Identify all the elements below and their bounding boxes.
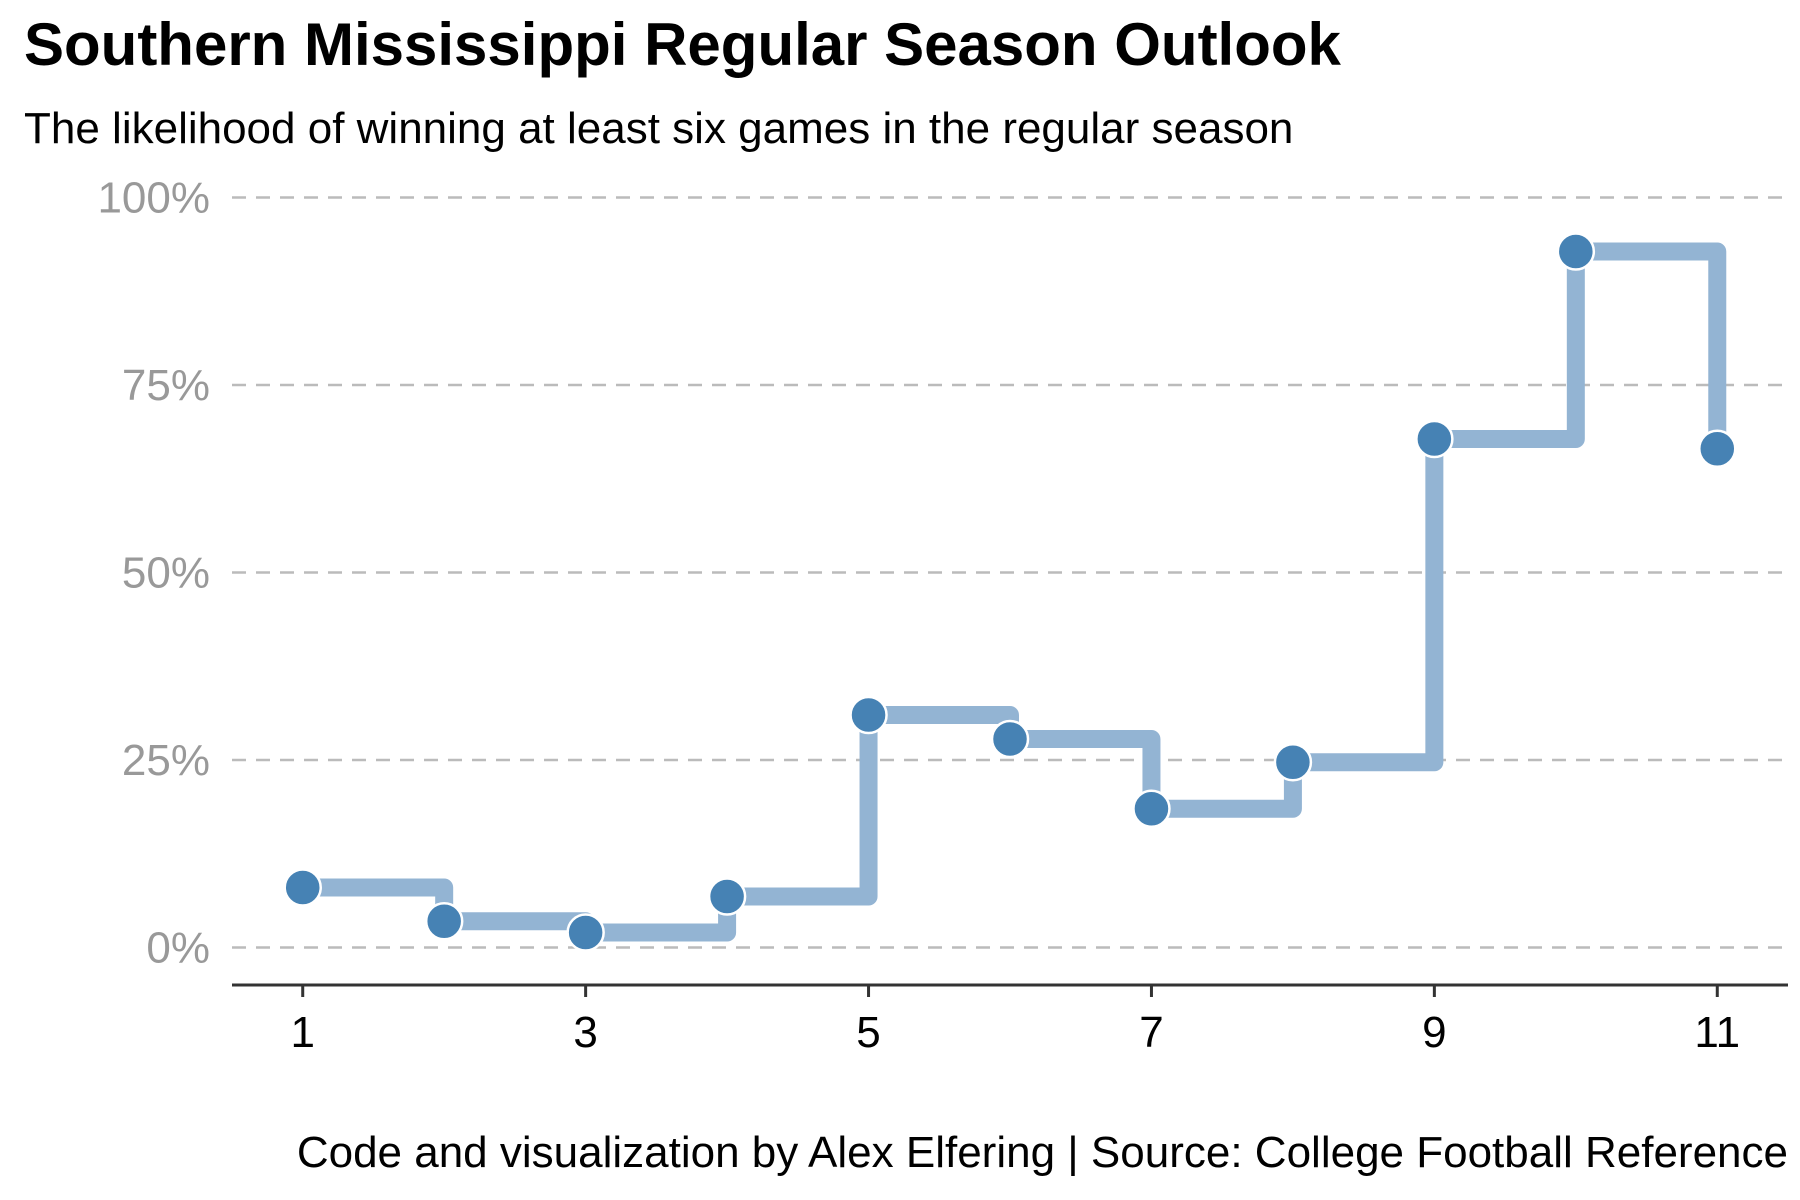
x-tick-label: 11 xyxy=(1694,1008,1740,1057)
data-point xyxy=(990,719,1030,759)
series-line xyxy=(302,242,1727,942)
series-points xyxy=(283,232,1737,952)
y-tick-label: 25% xyxy=(122,736,210,785)
data-point xyxy=(1556,232,1596,271)
series-step-line xyxy=(302,242,1727,942)
axes: 0% 25% 50% 75% 100% 1 3 5 7 9 11 xyxy=(97,174,1788,1057)
data-point xyxy=(283,868,322,907)
chart-subtitle: The likelihood of winning at least six g… xyxy=(24,104,1294,153)
data-point xyxy=(849,695,888,735)
y-tick-label: 50% xyxy=(122,549,210,598)
gridlines xyxy=(232,196,1788,949)
x-tick-label: 3 xyxy=(573,1008,597,1057)
x-tick-label: 1 xyxy=(290,1008,314,1057)
x-tick-label: 7 xyxy=(1139,1008,1163,1057)
y-tick-label: 100% xyxy=(97,174,210,223)
chart-caption: Code and visualization by Alex Elfering … xyxy=(296,1128,1788,1177)
data-point xyxy=(1415,419,1454,459)
y-tick-label: 0% xyxy=(146,924,210,973)
data-point xyxy=(1698,429,1737,468)
data-point xyxy=(707,877,747,916)
data-point xyxy=(1132,789,1171,828)
data-point xyxy=(566,913,605,952)
data-point xyxy=(424,902,464,941)
x-tick-label: 9 xyxy=(1422,1008,1446,1057)
data-point xyxy=(1273,743,1313,782)
y-tick-label: 75% xyxy=(122,361,210,410)
x-tick-label: 5 xyxy=(856,1008,880,1057)
chart-title: Southern Mississippi Regular Season Outl… xyxy=(24,11,1341,78)
